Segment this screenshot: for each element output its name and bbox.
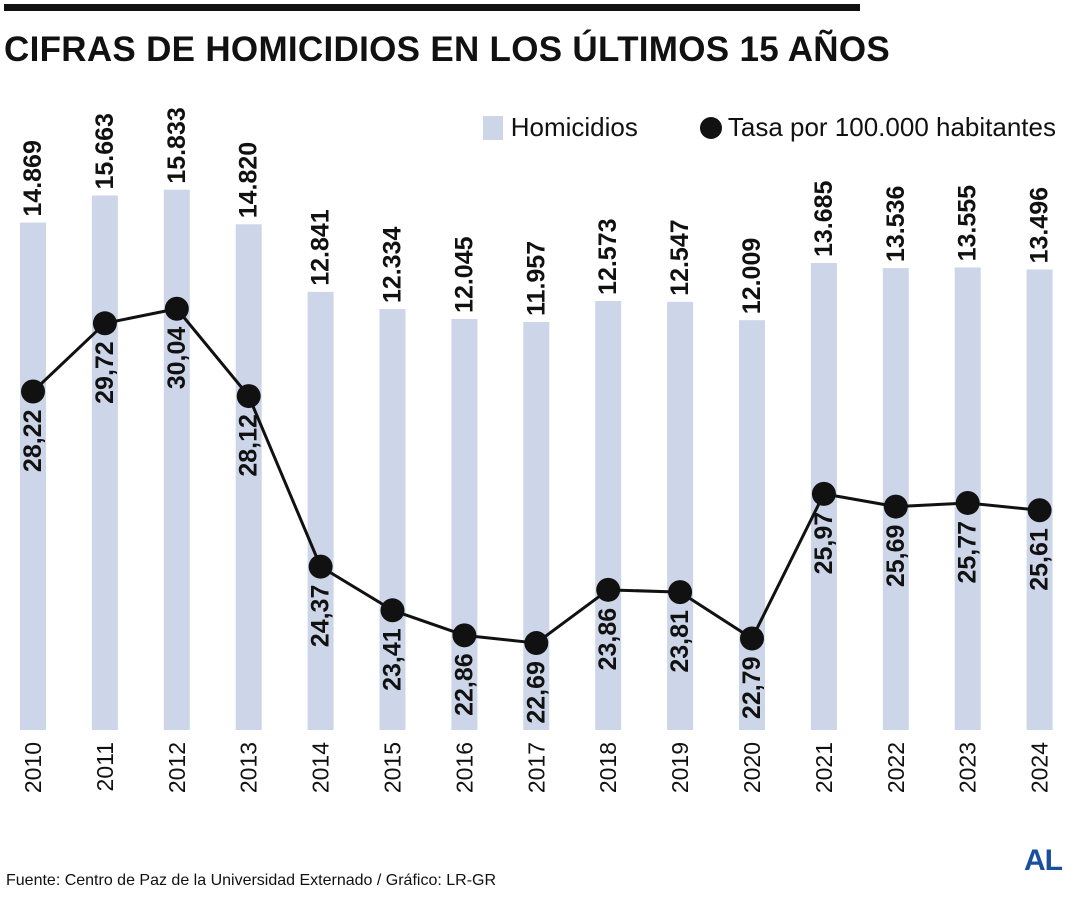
bar-value-label-2016: 12.045 (450, 236, 478, 313)
x-tick-label-2018: 2018 (595, 742, 621, 793)
rate-value-label-2014: 24,37 (307, 585, 335, 648)
bar-value-label-2024: 13.496 (1026, 187, 1054, 263)
bar-value-label-2012: 15.833 (163, 107, 191, 183)
rate-point-2010 (21, 379, 45, 404)
x-tick-label-2012: 2012 (164, 742, 190, 793)
rate-value-label-2018: 23,86 (594, 608, 622, 671)
bar-value-label-2011: 15.663 (91, 113, 119, 189)
rate-point-2015 (380, 598, 405, 623)
bar-value-label-2010: 14.869 (19, 140, 47, 216)
rate-point-2012 (164, 296, 189, 321)
rate-value-label-2021: 25,97 (810, 512, 838, 575)
rate-point-2013 (236, 384, 261, 409)
x-tick-label-2011: 2011 (92, 742, 118, 791)
x-tick-label-2020: 2020 (739, 742, 765, 793)
x-tick-label-2016: 2016 (451, 742, 477, 793)
points-layer (21, 296, 1052, 656)
x-ticks-layer: 2010 2011 2012 2013 2014 2015 2016 2017 2018 2019… (20, 742, 1053, 793)
bar-2015 (379, 309, 406, 730)
rate-point-2018 (596, 577, 621, 602)
x-tick-label-2015: 2015 (380, 742, 406, 793)
rate-value-label-2011: 29,72 (91, 341, 119, 404)
rate-value-label-2013: 28,12 (235, 414, 263, 477)
x-tick-label-2024: 2024 (1027, 742, 1053, 793)
bar-2013 (235, 224, 262, 730)
legend-bar-swatch (482, 115, 503, 140)
bar-value-label-2023: 13.555 (954, 185, 982, 262)
legend-bars-label: Homicidios (510, 112, 638, 142)
chart-title: CIFRAS DE HOMICIDIOS EN LOS ÚLTIMOS 15 A… (4, 30, 891, 69)
x-tick-label-2010: 2010 (20, 742, 46, 793)
x-tick-label-2022: 2022 (883, 742, 909, 793)
rate-point-2024 (1027, 498, 1052, 523)
bar-2012 (163, 189, 190, 731)
bar-2018 (595, 300, 622, 730)
bar-value-label-2014: 12.841 (307, 209, 335, 286)
brand-logo: AL (1024, 844, 1063, 877)
bar-value-label-2019: 12.547 (666, 219, 694, 295)
rate-point-2014 (308, 554, 333, 579)
bar-value-label-2020: 12.009 (738, 238, 766, 314)
rate-value-label-2015: 23,41 (379, 628, 407, 691)
x-tick-label-2013: 2013 (236, 742, 262, 793)
legend: Homicidios Tasa por 100.000 habitantes (482, 112, 1056, 143)
rate-point-2016 (452, 623, 477, 648)
rate-value-label-2010: 28,22 (19, 410, 47, 473)
legend-line-label: Tasa por 100.000 habitantes (727, 112, 1056, 142)
rate-point-2022 (883, 494, 908, 519)
rate-value-label-2016: 22,86 (450, 653, 478, 716)
bar-value-label-2017: 11.957 (522, 241, 550, 316)
chart-plot: 14.869 15.663 15.833 14.820 12.841 12.334 12.0… (19, 107, 1054, 793)
rate-value-label-2017: 22,69 (522, 661, 550, 724)
bars-layer (20, 189, 1053, 731)
bar-value-label-2021: 13.685 (810, 180, 838, 257)
bar-2017 (523, 321, 550, 730)
bar-labels-layer: 14.869 15.663 15.833 14.820 12.841 12.334 12.0… (19, 107, 1054, 316)
bar-2011 (91, 195, 118, 730)
source-note: Fuente: Centro de Paz de la Universidad … (6, 872, 497, 889)
rate-value-label-2012: 30,04 (163, 327, 191, 390)
bar-value-label-2022: 13.536 (882, 186, 910, 262)
x-tick-label-2021: 2021 (811, 742, 837, 793)
bar-value-label-2018: 12.573 (594, 218, 622, 294)
rate-value-label-2024: 25,61 (1026, 528, 1054, 591)
bar-2019 (667, 301, 694, 730)
rate-point-2017 (524, 631, 549, 656)
rate-value-label-2022: 25,69 (882, 525, 910, 588)
rate-value-label-2023: 25,77 (954, 521, 982, 584)
top-rule (4, 4, 860, 11)
x-tick-label-2017: 2017 (523, 742, 549, 793)
rate-value-label-2020: 22,79 (738, 657, 766, 720)
rate-point-2023 (955, 490, 980, 515)
x-tick-label-2014: 2014 (308, 742, 334, 793)
rate-value-label-2019: 23,81 (666, 610, 694, 673)
x-tick-label-2023: 2023 (955, 742, 981, 793)
rate-point-2019 (668, 580, 693, 605)
rate-point-2011 (92, 311, 117, 336)
bar-value-label-2013: 14.820 (235, 142, 263, 218)
x-tick-label-2019: 2019 (667, 742, 693, 793)
rate-point-2021 (811, 481, 836, 506)
bar-2016 (451, 318, 478, 730)
legend-line-swatch (699, 116, 722, 139)
rate-point-2020 (740, 626, 764, 651)
bar-2020 (739, 320, 765, 730)
point-labels-layer: 28,22 29,72 30,04 28,12 24,37 23,41 22,86 22,69… (19, 327, 1054, 724)
bar-value-label-2015: 12.334 (379, 227, 407, 304)
bar-2010 (20, 222, 46, 730)
bar-2014 (307, 291, 334, 730)
